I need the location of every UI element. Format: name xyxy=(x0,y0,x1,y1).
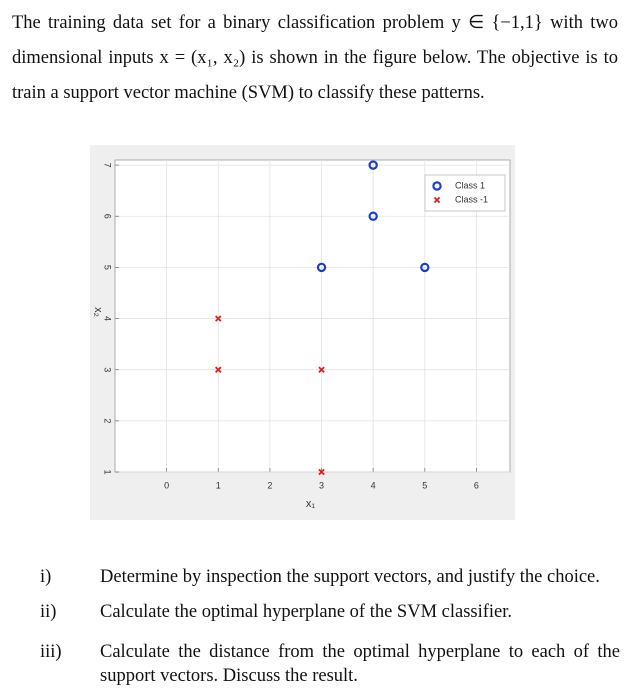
legend-marker xyxy=(432,181,442,191)
y-axis-label: x₂ xyxy=(92,307,104,317)
legend-marker xyxy=(433,196,441,204)
y-tick-label: 7 xyxy=(103,163,113,168)
legend-label: Class -1 xyxy=(455,194,488,204)
y-tick-label: 5 xyxy=(103,265,113,270)
x-axis-label: x₁ xyxy=(306,498,316,510)
data-point xyxy=(318,468,325,476)
y-tick-label: 4 xyxy=(103,316,113,321)
data-point xyxy=(368,160,378,170)
y-tick-label: 6 xyxy=(103,214,113,219)
question-text: Determine by inspection the support vect… xyxy=(100,567,600,587)
y-tick-label: 3 xyxy=(103,367,113,372)
x-tick-label: 5 xyxy=(422,480,427,490)
question-text: Calculate the optimal hyperplane of the … xyxy=(100,602,513,622)
x-tick-label: 2 xyxy=(267,480,272,490)
question-number: i) xyxy=(40,567,52,587)
x-tick-label: 6 xyxy=(474,480,479,490)
data-point xyxy=(318,366,325,373)
plot-area xyxy=(114,159,511,473)
data-point xyxy=(215,366,222,373)
x-tick-label: 0 xyxy=(164,480,169,490)
chart: 0 1 2 3 4 5 6 1 2 3 4 5 6 7 x₁ x₂ Class 1 Class -1 xyxy=(90,145,515,520)
legend-box xyxy=(424,174,506,212)
intro-text: The training data set for a binary class… xyxy=(12,13,618,103)
x-tick-label: 1 xyxy=(216,480,221,490)
x-tick-label: 3 xyxy=(319,480,324,490)
y-tick-label: 1 xyxy=(103,469,113,474)
question-number: ii) xyxy=(40,602,57,622)
data-point xyxy=(215,315,222,322)
x-tick-label: 4 xyxy=(371,480,376,490)
question-number: iii) xyxy=(40,642,62,662)
data-point xyxy=(368,211,378,221)
legend-label: Class 1 xyxy=(455,180,485,190)
data-point xyxy=(316,262,327,273)
y-tick-label: 2 xyxy=(103,418,113,423)
data-point xyxy=(420,262,430,273)
question-text: Calculate the distance from the optimal … xyxy=(100,642,620,686)
